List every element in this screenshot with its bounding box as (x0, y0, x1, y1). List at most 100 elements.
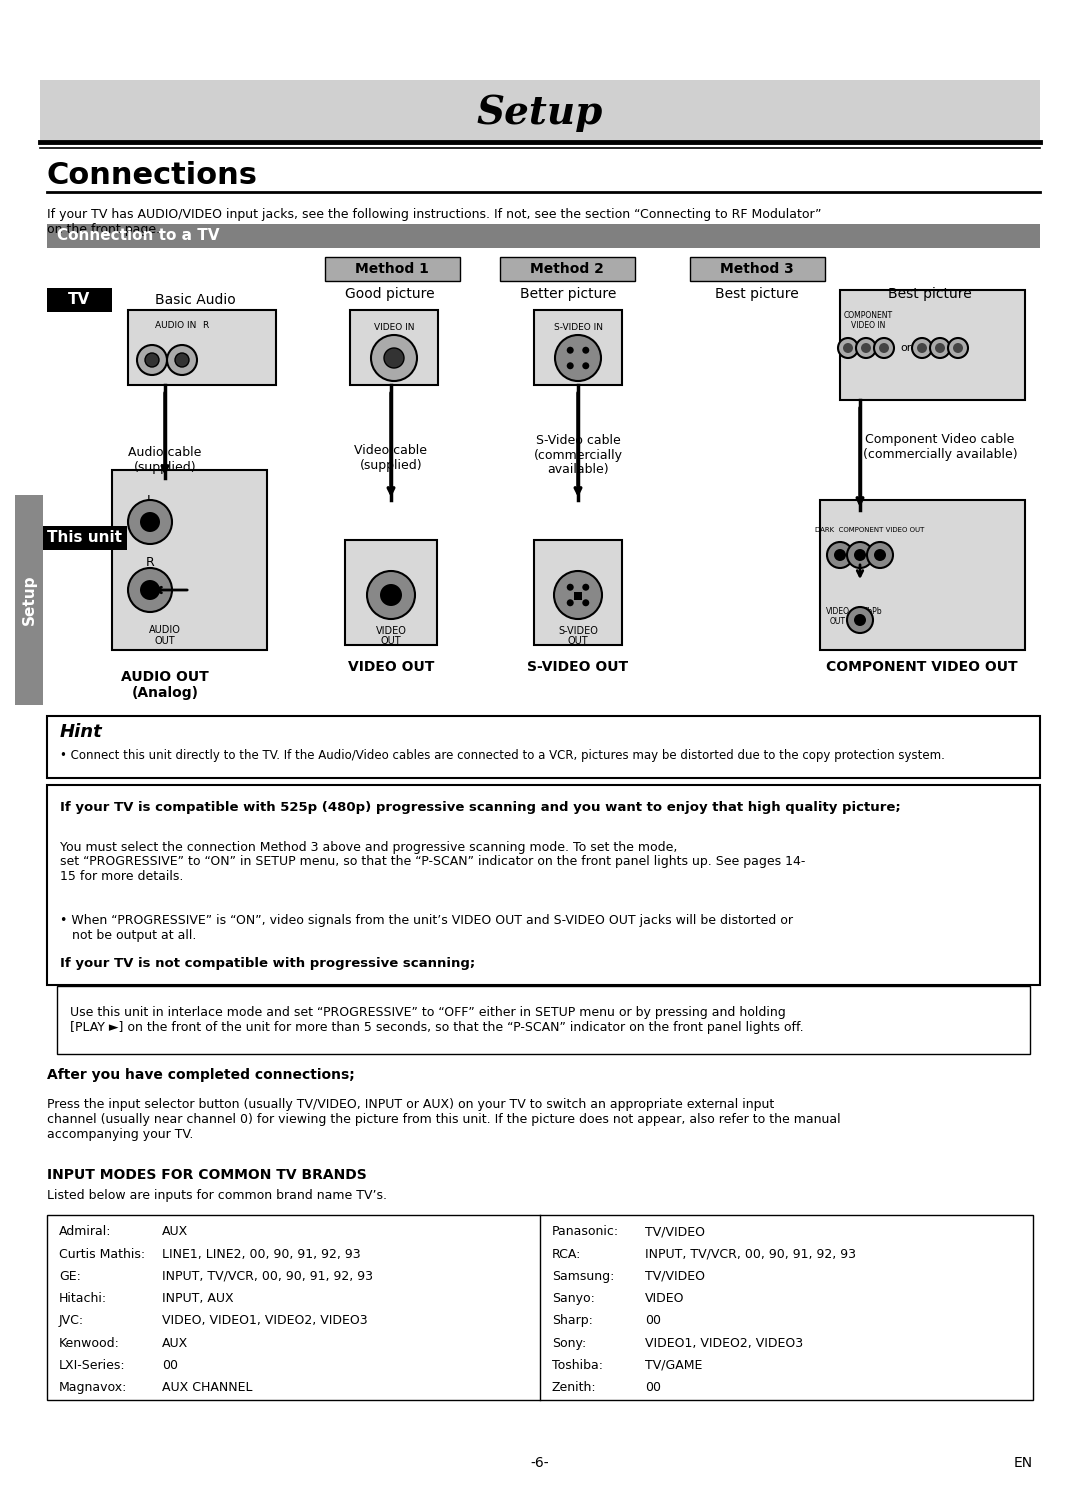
Bar (573, 592, 582, 599)
Text: GE:: GE: (59, 1270, 81, 1282)
Text: You must select the connection Method 3 above and progressive scanning mode. To : You must select the connection Method 3 … (60, 841, 806, 884)
Text: AUDIO IN: AUDIO IN (156, 322, 197, 331)
Bar (325, 256, 460, 280)
Bar (48, 716, 1040, 778)
Text: RCA:: RCA: (552, 1248, 581, 1260)
Bar (345, 540, 437, 646)
Text: 00: 00 (645, 1315, 661, 1327)
Text: Magnavox:: Magnavox: (59, 1381, 127, 1394)
Bar (15, 495, 43, 705)
Circle shape (380, 584, 402, 605)
Text: VIDEO: VIDEO (376, 626, 406, 637)
Bar (48, 224, 1040, 248)
Text: Admiral:: Admiral: (59, 1226, 111, 1238)
Text: This unit: This unit (48, 531, 122, 546)
Circle shape (854, 614, 866, 626)
Text: If your TV is compatible with 525p (480p) progressive scanning and you want to e: If your TV is compatible with 525p (480p… (60, 802, 901, 814)
Bar (112, 470, 267, 650)
Circle shape (582, 347, 590, 353)
Text: Video cable
(supplied): Video cable (supplied) (354, 444, 428, 473)
Circle shape (847, 543, 873, 568)
Text: Best picture: Best picture (715, 286, 799, 301)
Text: Zenith:: Zenith: (552, 1381, 596, 1394)
Circle shape (861, 343, 870, 353)
Text: Curtis Mathis:: Curtis Mathis: (59, 1248, 145, 1260)
Text: or: or (900, 343, 912, 353)
Text: After you have completed connections;: After you have completed connections; (48, 1068, 354, 1082)
Text: • Connect this unit directly to the TV. If the Audio/Video cables are connected : • Connect this unit directly to the TV. … (60, 750, 945, 762)
Bar (48, 784, 1040, 986)
Circle shape (582, 583, 590, 590)
Circle shape (567, 583, 573, 590)
Text: Hitachi:: Hitachi: (59, 1293, 107, 1305)
Bar (129, 310, 276, 385)
Text: INPUT, TV/VCR, 00, 90, 91, 92, 93: INPUT, TV/VCR, 00, 90, 91, 92, 93 (162, 1270, 373, 1282)
Text: Toshiba:: Toshiba: (552, 1358, 603, 1372)
Text: 00: 00 (645, 1381, 661, 1394)
Bar (48, 1215, 1032, 1400)
Text: DARK  COMPONENT VIDEO OUT: DARK COMPONENT VIDEO OUT (815, 526, 924, 532)
Text: INPUT, TV/VCR, 00, 90, 91, 92, 93: INPUT, TV/VCR, 00, 90, 91, 92, 93 (645, 1248, 856, 1260)
Text: Connection to a TV: Connection to a TV (57, 228, 219, 243)
Text: VIDEO: VIDEO (826, 607, 850, 616)
Text: VIDEO IN: VIDEO IN (851, 321, 886, 330)
Circle shape (874, 549, 886, 561)
Text: JVC:: JVC: (59, 1315, 84, 1327)
Text: Setup: Setup (22, 574, 37, 625)
Circle shape (854, 549, 866, 561)
Text: INPUT MODES FOR COMMON TV BRANDS: INPUT MODES FOR COMMON TV BRANDS (48, 1167, 367, 1182)
Bar (48, 288, 112, 312)
Text: If your TV is not compatible with progressive scanning;: If your TV is not compatible with progre… (60, 957, 475, 969)
Text: AUX: AUX (162, 1226, 188, 1238)
Bar (534, 540, 622, 646)
Text: 00: 00 (162, 1358, 178, 1372)
Circle shape (384, 347, 404, 368)
Circle shape (843, 343, 853, 353)
Text: COMPONENT VIDEO OUT: COMPONENT VIDEO OUT (826, 661, 1017, 674)
Text: OUT: OUT (380, 637, 402, 646)
Text: Sony:: Sony: (552, 1336, 586, 1349)
Text: Better picture: Better picture (519, 286, 617, 301)
Circle shape (827, 543, 853, 568)
Circle shape (567, 362, 573, 370)
Text: TV/GAME: TV/GAME (645, 1358, 702, 1372)
Text: VIDEO, VIDEO1, VIDEO2, VIDEO3: VIDEO, VIDEO1, VIDEO2, VIDEO3 (162, 1315, 367, 1327)
Bar (57, 986, 1030, 1054)
Text: Hint: Hint (60, 723, 103, 741)
Text: Basic Audio: Basic Audio (154, 294, 235, 307)
Circle shape (140, 511, 160, 532)
Text: AUDIO OUT
(Analog): AUDIO OUT (Analog) (121, 669, 208, 701)
Text: If your TV has AUDIO/VIDEO input jacks, see the following instructions. If not, : If your TV has AUDIO/VIDEO input jacks, … (48, 209, 822, 236)
Circle shape (129, 568, 172, 611)
Text: S-VIDEO OUT: S-VIDEO OUT (527, 661, 629, 674)
Text: OUT: OUT (831, 616, 846, 626)
Text: S-VIDEO: S-VIDEO (558, 626, 598, 637)
Circle shape (912, 338, 932, 358)
Circle shape (140, 580, 160, 599)
Text: Samsung:: Samsung: (552, 1270, 615, 1282)
Text: VIDEO: VIDEO (645, 1293, 685, 1305)
Text: Method 1: Method 1 (355, 262, 429, 276)
Text: S-Video cable
(commercially
available): S-Video cable (commercially available) (534, 434, 622, 477)
Text: TV/VIDEO: TV/VIDEO (645, 1226, 705, 1238)
Text: Listed below are inputs for common brand name TV’s.: Listed below are inputs for common brand… (48, 1190, 387, 1203)
Bar (534, 310, 622, 385)
Circle shape (935, 343, 945, 353)
Bar (690, 256, 825, 280)
Circle shape (145, 353, 159, 367)
Text: VIDEO OUT: VIDEO OUT (348, 661, 434, 674)
Text: R: R (146, 556, 154, 570)
Text: INPUT, AUX: INPUT, AUX (162, 1293, 233, 1305)
Text: Good picture: Good picture (346, 286, 435, 301)
Text: -6-: -6- (530, 1457, 550, 1470)
Text: Method 3: Method 3 (720, 262, 794, 276)
Bar (40, 81, 1040, 140)
Circle shape (372, 335, 417, 382)
Text: EN: EN (1014, 1457, 1032, 1470)
Circle shape (567, 347, 573, 353)
Bar (840, 291, 1025, 400)
Text: Audio cable
(supplied): Audio cable (supplied) (129, 446, 202, 474)
Text: CbPb: CbPb (862, 607, 881, 616)
Circle shape (856, 338, 876, 358)
Bar (820, 499, 1025, 650)
